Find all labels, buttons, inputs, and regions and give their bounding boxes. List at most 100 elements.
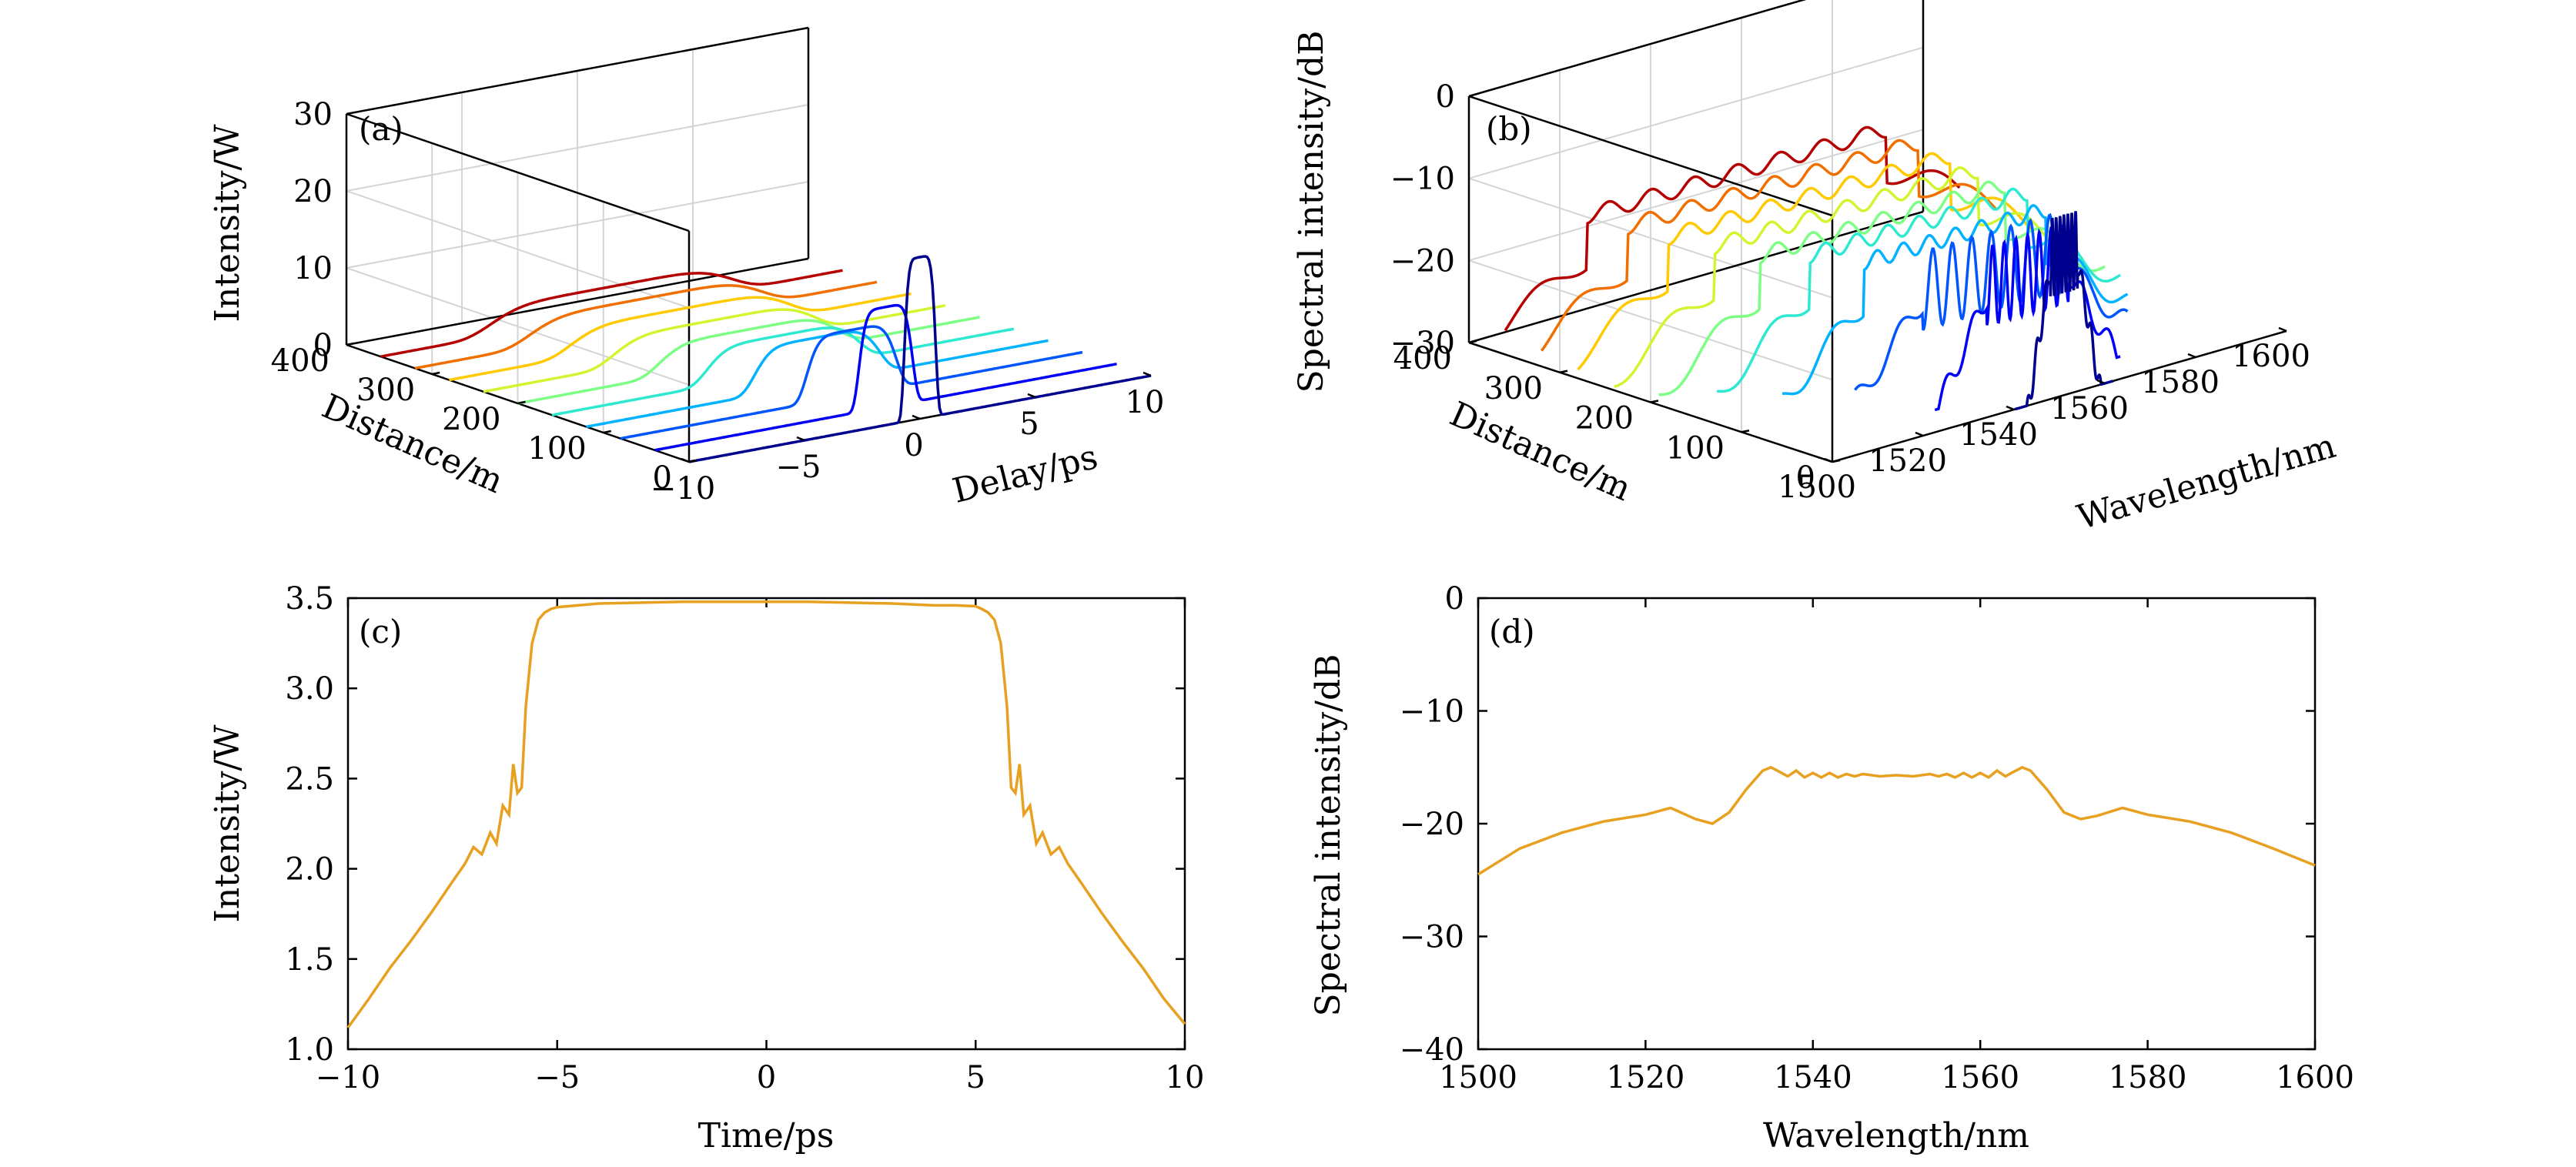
panel-b-y-tick-label: 400 (1393, 341, 1452, 376)
panel-b-series-line (2014, 211, 2114, 411)
panel-b-label: (b) (1486, 110, 1532, 148)
panel-a-x-tick-mark (1142, 371, 1152, 377)
panel-b-gridline (1468, 129, 1924, 262)
panel-a-series-line (551, 326, 1015, 416)
panel-b-axis-edge (1468, 210, 1924, 344)
panel-d-plot-frame (1477, 597, 2317, 1051)
panel-c-y-tick-label: 1.0 (285, 1032, 334, 1068)
panel-a-x-tick-mark (796, 436, 805, 442)
panel-b-y-tick-label: 300 (1484, 371, 1543, 406)
panel-b-series-line (1577, 152, 2033, 371)
panel-d-y-tick-label: −40 (1400, 1032, 1464, 1068)
panel-b-x-tick-mark (2187, 353, 2196, 359)
panel-a-y-tick-mark (603, 430, 611, 434)
panel-c-plot-frame (346, 597, 1186, 1051)
panel-d-x-tick-label: 1560 (1941, 1060, 2019, 1095)
panel-c-intensity-line (346, 600, 1186, 1028)
panel-b-y-tick-mark (1650, 400, 1659, 403)
panel-d-y-tick-label: −30 (1400, 920, 1464, 955)
panel-a-axis-edge (346, 26, 809, 115)
panel-b-3d-spectral-evolution: 1500 1520 1540 1560 1580 1600 0 100 200 300 400−30… (1292, 0, 2340, 537)
panel-d-label: (d) (1489, 613, 1535, 650)
panel-a-label: (a) (359, 110, 403, 148)
panel-b-x-tick-mark (2096, 379, 2106, 385)
panel-a-z-tick-label: 20 (293, 174, 333, 209)
panel-b-axis-edge (1468, 95, 1833, 217)
panel-a-y-tick-label: 300 (356, 373, 415, 408)
panel-a-gridline (346, 104, 809, 192)
panel-a-x-tick-label: −5 (776, 450, 821, 485)
panel-c-y-tick-label: 3.5 (285, 581, 334, 617)
panel-a-series-line (483, 304, 946, 393)
panel-a-series-line (414, 280, 878, 370)
panel-a-z-axis-label: Intensity/W (208, 124, 247, 323)
panel-b-x-tick-label: 1580 (2141, 365, 2220, 400)
panel-b-x-tick-label: 1600 (2232, 339, 2310, 374)
panel-b-ticks: 1500 1520 1540 1560 1580 1600 0 100 200 300 400−30… (1390, 79, 2310, 505)
panel-a-x-tick-mark (912, 414, 921, 420)
panel-a-curves (380, 255, 1152, 463)
panel-b-x-tick-label: 1520 (1868, 443, 1947, 479)
panel-b-series-line (1504, 125, 1961, 332)
panel-b-y-tick-label: 200 (1575, 401, 1634, 436)
panel-d-x-tick-label: 1500 (1439, 1060, 1517, 1095)
panel-b-gridline (1468, 46, 1924, 179)
panel-b-axis-edge (1468, 0, 1807, 98)
panel-b-z-tick-label: −10 (1390, 162, 1455, 197)
panel-d-spectrum-line (1477, 765, 2316, 876)
panel-d-x-tick-label: 1520 (1607, 1060, 1685, 1095)
panel-a-series-line (517, 316, 980, 405)
panel-a-gridline (346, 181, 809, 269)
panel-a-series-line (620, 325, 1083, 440)
panel-a-x-tick-label: 0 (904, 428, 923, 463)
panel-c-y-axis-label: Intensity/W (208, 724, 247, 923)
panel-d-x-tick-label: 1580 (2109, 1060, 2187, 1095)
panel-a-x-tick-label: −10 (651, 471, 715, 507)
panel-b-x-tick-label: 1540 (1959, 417, 2038, 453)
panel-d-y-axis-label: Spectral intensity/dB (1309, 654, 1348, 1017)
panel-b-y-tick-mark (1741, 430, 1750, 433)
panel-d-x-tick-label: 1540 (1774, 1060, 1852, 1095)
panel-a-x-tick-label: 5 (1019, 406, 1039, 442)
panel-b-y-tick-label: 0 (1796, 460, 1815, 496)
panel-d-y-tick-label: −20 (1400, 807, 1464, 842)
panel-a-y-tick-mark (517, 400, 526, 405)
panel-c-x-axis-label: Time/ps (698, 1116, 835, 1155)
panel-c-y-tick-label: 2.5 (285, 761, 334, 797)
panel-a-series-line (688, 255, 1152, 463)
panel-c-x-tick-label: 10 (1166, 1060, 1205, 1095)
panel-a-axes-walls (345, 26, 1152, 463)
panel-b-x-tick-mark (2006, 405, 2015, 411)
panel-b-x-tick-mark (2278, 326, 2287, 333)
panel-a-axis-edge (346, 112, 690, 232)
panel-d-x-axis-label: Wavelength/nm (1763, 1116, 2029, 1155)
panel-c-y-tick-label: 1.5 (285, 942, 334, 978)
panel-b-axis-edge (1832, 329, 2287, 463)
panel-a-y-tick-label: 100 (527, 431, 586, 466)
panel-a-y-tick-label: 0 (653, 460, 672, 496)
panel-a-y-tick-label: 200 (442, 402, 500, 437)
panel-d-x-tick-label: 1600 (2276, 1060, 2354, 1095)
panel-b-x-tick-label: 1500 (1778, 470, 1856, 505)
panel-b-z-tick-label: −20 (1390, 243, 1455, 279)
panel-a-y-tick-mark (346, 342, 355, 346)
panel-a-z-tick-label: 0 (313, 328, 333, 363)
panel-a-x-tick-label: 10 (1126, 385, 1165, 420)
panel-c-x-tick-label: −10 (316, 1060, 380, 1095)
panel-c-temporal-profile: −10 −5 0 5 10 1.0 1.5 2.0 2.5 3.0 3.5 (c) Intensit… (208, 581, 1204, 1155)
panel-b-x-tick-label: 1560 (2050, 391, 2129, 426)
panel-a-x-tick-mark (1027, 393, 1036, 399)
panel-a-series-line (449, 292, 912, 382)
panel-b-y-tick-mark (1559, 369, 1568, 373)
panel-b-series-line (1614, 166, 2069, 388)
panel-a-x-axis-label: Delay/ps (948, 437, 1102, 511)
panel-b-series-line (1658, 180, 2106, 396)
panel-d-ticks: 1500 1520 1540 1560 1580 1600 −40 −30 −20 −10 0 (1400, 581, 2354, 1095)
panel-b-y-tick-mark (1832, 459, 1841, 463)
panel-b-x-axis-label: Wavelength/nm (2073, 426, 2340, 537)
panel-b-y-tick-label: 100 (1666, 430, 1725, 466)
panel-c-y-tick-label: 2.0 (285, 852, 334, 888)
panel-c-ticks: −10 −5 0 5 10 1.0 1.5 2.0 2.5 3.0 3.5 (285, 581, 1204, 1095)
